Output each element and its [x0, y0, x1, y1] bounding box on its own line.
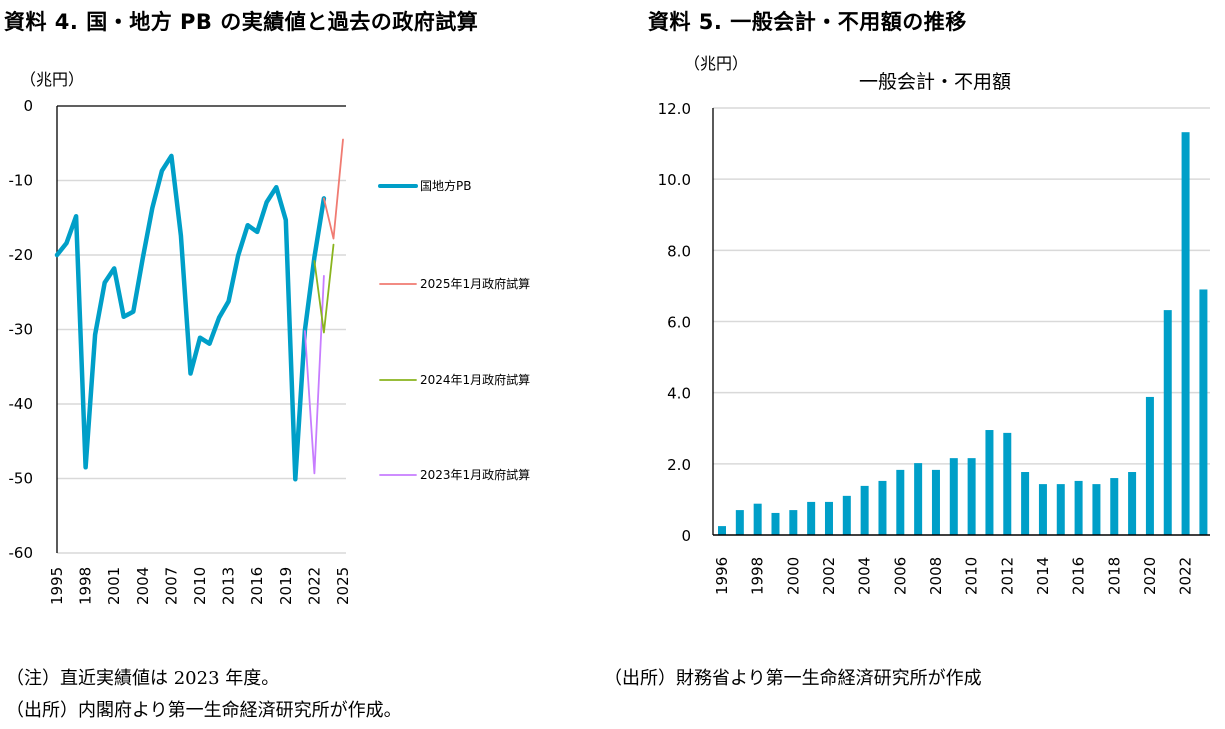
y-tick-label: -10 — [9, 172, 34, 190]
bar-2018 — [1110, 478, 1119, 535]
left-source: （出所）内閣府より第一生命経済研究所が作成。 — [6, 700, 402, 721]
bar-2019 — [1128, 472, 1137, 535]
y-tick-label: -30 — [9, 321, 34, 339]
bar-2000 — [789, 510, 798, 535]
left-unit-label: （兆円） — [20, 70, 85, 89]
legend-label: 2023年1月政府試算 — [420, 467, 530, 482]
bar-2010 — [967, 458, 976, 535]
right-unit-label: （兆円） — [684, 54, 749, 73]
y-tick-label: 12.0 — [658, 100, 691, 118]
y-tick-label: 8.0 — [667, 242, 691, 260]
y-tick-label: 0 — [681, 527, 691, 545]
x-tick-label: 2002 — [820, 557, 838, 595]
bar-2013 — [1021, 472, 1030, 535]
right-source: （出所）財務省より第一生命経済研究所が作成 — [604, 668, 982, 689]
series-line-2 — [313, 243, 335, 334]
y-tick-label: 10.0 — [658, 171, 691, 189]
x-tick-label: 1996 — [713, 557, 731, 595]
chart-title: 一般会計・不用額 — [859, 71, 1011, 93]
x-tick-label: 2025 — [334, 567, 352, 605]
y-tick-label: 0 — [23, 97, 33, 115]
x-tick-label: 1995 — [48, 567, 66, 605]
bar-2005 — [878, 480, 887, 535]
bar-2021 — [1163, 310, 1172, 535]
bar-2016 — [1074, 480, 1083, 535]
right-chart-heading: 資料 5. 一般会計・不用額の推移 — [648, 10, 967, 34]
x-tick-label: 2001 — [105, 567, 123, 605]
x-tick-label: 2013 — [220, 567, 238, 605]
y-tick-label: 2.0 — [667, 456, 691, 474]
y-tick-label: 6.0 — [667, 314, 691, 332]
bar-1996 — [718, 526, 726, 535]
x-tick-label: 1998 — [77, 567, 95, 605]
x-tick-label: 2008 — [927, 557, 945, 595]
bar-2022 — [1181, 132, 1190, 536]
bar-1999 — [771, 512, 780, 535]
bar-2020 — [1145, 396, 1154, 535]
pb-line-chart: 0 -10 -20 -30 -40 -50 -60 1995 1998 2001 2004 2007 2… — [9, 97, 531, 605]
x-tick-label: 2022 — [305, 567, 323, 605]
x-tick-label: 2010 — [191, 567, 209, 605]
bar-2012 — [1003, 432, 1012, 535]
bar-2003 — [842, 495, 851, 535]
y-tick-label: -50 — [9, 470, 34, 488]
legend-label: 国地方PB — [420, 178, 471, 193]
legend-label: 2025年1月政府試算 — [420, 276, 530, 291]
bar-2014 — [1038, 484, 1047, 535]
bar-2023 — [1199, 289, 1208, 535]
bar-2007 — [914, 463, 923, 535]
y-tick-label: -20 — [9, 246, 34, 264]
left-chart-heading: 資料 4. 国・地方 PB の実績値と過去の政府試算 — [4, 10, 479, 34]
y-tick-label: 4.0 — [667, 385, 691, 403]
x-tick-label: 2022 — [1177, 557, 1195, 595]
bar-2011 — [985, 430, 994, 535]
bar-2001 — [807, 501, 816, 535]
x-tick-label: 2004 — [856, 557, 874, 595]
bar-2002 — [824, 501, 833, 535]
x-tick-label: 2020 — [1141, 557, 1159, 595]
bar-2009 — [949, 458, 958, 535]
left-note: （注）直近実績値は 2023 年度。 — [6, 668, 280, 689]
x-tick-label: 2007 — [162, 567, 180, 605]
bar-2004 — [860, 485, 869, 535]
bar-1997 — [735, 510, 744, 535]
series-line-0 — [54, 153, 327, 482]
x-tick-label: 2010 — [963, 557, 981, 595]
x-tick-label: 2016 — [248, 567, 266, 605]
bar-2017 — [1092, 484, 1101, 535]
y-tick-label: -40 — [9, 395, 34, 413]
x-tick-label: 2000 — [784, 557, 802, 595]
x-tick-label: 1998 — [749, 557, 767, 595]
x-tick-label: 2019 — [277, 567, 295, 605]
series-line-3 — [303, 274, 325, 475]
bar-1998 — [753, 503, 762, 535]
x-tick-label: 2006 — [891, 557, 909, 595]
y-tick-label: -60 — [9, 544, 34, 562]
unused-budget-bar-chart: 一般会計・不用額 0 2.0 4.0 6.0 8.0 10.0 12.0 1996 1998 200… — [658, 71, 1210, 595]
x-tick-label: 2004 — [134, 567, 152, 605]
bar-2008 — [931, 469, 940, 535]
x-tick-label: 2018 — [1105, 557, 1123, 595]
x-tick-label: 2012 — [998, 557, 1016, 595]
bar-2015 — [1056, 484, 1065, 535]
x-tick-label: 2014 — [1034, 557, 1052, 595]
x-tick-label: 2016 — [1070, 557, 1088, 595]
series-line-1 — [322, 138, 344, 240]
bar-2006 — [896, 469, 905, 535]
legend-label: 2024年1月政府試算 — [420, 372, 530, 387]
